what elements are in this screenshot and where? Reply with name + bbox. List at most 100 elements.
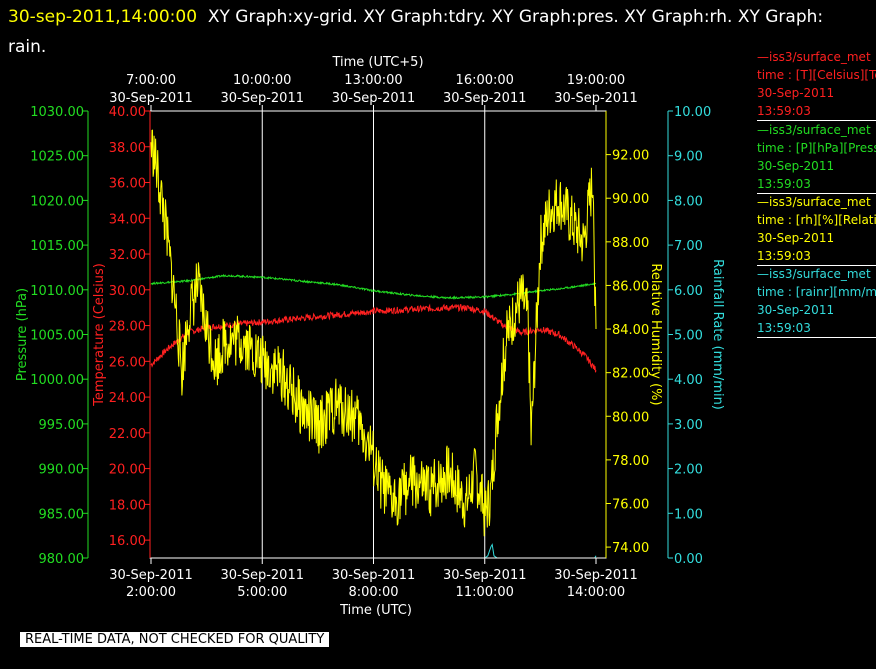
temperature-series-line	[150, 303, 597, 373]
x-tick-time: 2:00:00	[126, 585, 176, 600]
temperature-tick-label: 18.00	[109, 498, 146, 513]
legend-pressure-time: 13:59:03	[757, 177, 811, 191]
graph-header: 30-sep-2011,14:00:00 XY Graph:xy-grid. X…	[8, 2, 868, 62]
rain-axis-title: Rainfall Rate (mm/min)	[710, 259, 725, 410]
legend-temperature-title: —iss3/surface_met	[757, 50, 871, 64]
rain-tick-label: 5.00	[674, 329, 703, 344]
x-top-axis-label: Time (UTC+5)	[331, 55, 423, 70]
plot-frame	[149, 110, 607, 559]
humidity-tick-label: 82.00	[612, 367, 649, 382]
rain-tick-label: 2.00	[674, 463, 703, 478]
legend-rain-title: —iss3/surface_met	[757, 267, 871, 281]
legend-rain[interactable]: —iss3/surface_met time : [rainr][mm/min …	[757, 265, 876, 338]
x-tick-time: 8:00:00	[348, 585, 398, 600]
x-tick-date: 30-Sep-2011	[554, 568, 638, 583]
humidity-tick-label: 90.00	[612, 192, 649, 207]
temperature-tick-label: 36.00	[109, 177, 146, 192]
header-graph-list: XY Graph:xy-grid. XY Graph:tdry. XY Grap…	[207, 7, 824, 27]
humidity-tick-label: 80.00	[612, 410, 649, 425]
legend-humidity-variable: time : [rh][%][Relativ	[757, 213, 876, 227]
legend-pressure[interactable]: —iss3/surface_met time : [P][hPa][Press …	[757, 121, 876, 194]
temperature-tick-label: 20.00	[109, 463, 146, 478]
pressure-tick-label: 1015.00	[30, 239, 84, 254]
x-tick-date: 30-Sep-2011	[332, 568, 416, 583]
legend-rain-date: 30-Sep-2011	[757, 303, 835, 317]
rain-tick-label: 3.00	[674, 418, 703, 433]
temperature-tick-label: 16.00	[109, 534, 146, 549]
x-top-tick-date: 30-Sep-2011	[332, 91, 416, 106]
header-timestamp: 30-sep-2011,14:00:00	[8, 7, 198, 27]
humidity-tick-label: 86.00	[612, 279, 649, 294]
temperature-tick-label: 28.00	[109, 320, 146, 335]
pressure-tick-label: 985.00	[39, 507, 85, 522]
humidity-tick-label: 88.00	[612, 236, 649, 251]
pressure-tick-label: 1005.00	[30, 329, 84, 344]
rain-tick-label: 9.00	[674, 150, 703, 165]
legend-rain-time: 13:59:03	[757, 321, 811, 335]
temperature-axis-title: Temperature (Celsius)	[92, 263, 107, 407]
legend-humidity-title: —iss3/surface_met	[757, 195, 871, 209]
legend-pressure-variable: time : [P][hPa][Press	[757, 141, 876, 155]
x-top-tick-date: 30-Sep-2011	[554, 91, 638, 106]
rain-tick-label: 8.00	[674, 194, 703, 209]
rain-tick-label: 10.00	[674, 105, 711, 120]
temperature-tick-label: 26.00	[109, 355, 146, 370]
humidity-tick-label: 76.00	[612, 497, 649, 512]
x-top-tick-time: 7:00:00	[126, 73, 176, 88]
pressure-tick-label: 1030.00	[30, 105, 84, 120]
humidity-axis-title: Relative Humidity (%)	[648, 263, 663, 405]
temperature-tick-label: 38.00	[109, 141, 146, 156]
x-top-tick-time: 19:00:00	[567, 73, 625, 88]
legend-pressure-date: 30-Sep-2011	[757, 159, 835, 173]
quality-warning-banner: REAL-TIME DATA, NOT CHECKED FOR QUALITY	[20, 632, 330, 647]
x-top-tick-date: 30-Sep-2011	[220, 91, 304, 106]
pressure-tick-label: 990.00	[39, 463, 85, 478]
legend-rain-variable: time : [rainr][mm/min	[757, 285, 876, 299]
header-graph-list-cont: rain.	[8, 37, 47, 57]
rain-tick-label: 1.00	[674, 507, 703, 522]
temperature-tick-label: 40.00	[109, 105, 146, 120]
humidity-tick-label: 92.00	[612, 149, 649, 164]
legend-humidity[interactable]: —iss3/surface_met time : [rh][%][Relativ…	[757, 193, 876, 266]
x-tick-time: 5:00:00	[237, 585, 287, 600]
x-tick-time: 14:00:00	[567, 585, 625, 600]
x-axis-label: Time (UTC)	[339, 603, 412, 618]
temperature-tick-label: 34.00	[109, 212, 146, 227]
pressure-tick-label: 980.00	[39, 552, 85, 567]
legend-temperature-variable: time : [T][Celsius][Tem	[757, 68, 876, 82]
pressure-tick-label: 1010.00	[30, 284, 84, 299]
rain-tick-label: 4.00	[674, 373, 703, 388]
pressure-axis-title: Pressure (hPa)	[15, 288, 30, 381]
humidity-tick-label: 84.00	[612, 323, 649, 338]
pressure-tick-label: 1020.00	[30, 194, 84, 209]
chart-labels: 30-Sep-2011 2:00:00 7:00:00 30-Sep-2011 30-S…	[15, 55, 725, 618]
rain-tick-label: 6.00	[674, 284, 703, 299]
temperature-tick-label: 30.00	[109, 284, 146, 299]
temperature-tick-label: 32.00	[109, 248, 146, 263]
humidity-tick-label: 74.00	[612, 541, 649, 556]
legend-humidity-date: 30-Sep-2011	[757, 231, 835, 245]
temperature-tick-label: 22.00	[109, 427, 146, 442]
x-top-tick-date: 30-Sep-2011	[109, 91, 193, 106]
humidity-tick-label: 78.00	[612, 454, 649, 469]
x-top-tick-date: 30-Sep-2011	[443, 91, 527, 106]
chart-axes	[83, 105, 673, 564]
legend-temperature-date: 30-Sep-2011	[757, 86, 835, 100]
x-top-tick-time: 13:00:00	[344, 73, 402, 88]
x-tick-date: 30-Sep-2011	[443, 568, 527, 583]
rain-tick-label: 0.00	[674, 552, 703, 567]
x-tick-date: 30-Sep-2011	[109, 568, 193, 583]
legend-temperature-time: 13:59:03	[757, 104, 811, 118]
humidity-series-line	[150, 129, 597, 537]
pressure-tick-label: 995.00	[39, 418, 85, 433]
legend-humidity-time: 13:59:03	[757, 249, 811, 263]
legend-pressure-title: —iss3/surface_met	[757, 123, 871, 137]
x-top-tick-time: 10:00:00	[233, 73, 291, 88]
x-top-tick-time: 16:00:00	[456, 73, 514, 88]
x-tick-date: 30-Sep-2011	[220, 568, 304, 583]
x-tick-time: 11:00:00	[456, 585, 514, 600]
pressure-tick-label: 1000.00	[30, 373, 84, 388]
legend-temperature[interactable]: —iss3/surface_met time : [T][Celsius][Te…	[757, 48, 876, 121]
temperature-tick-label: 24.00	[109, 391, 146, 406]
